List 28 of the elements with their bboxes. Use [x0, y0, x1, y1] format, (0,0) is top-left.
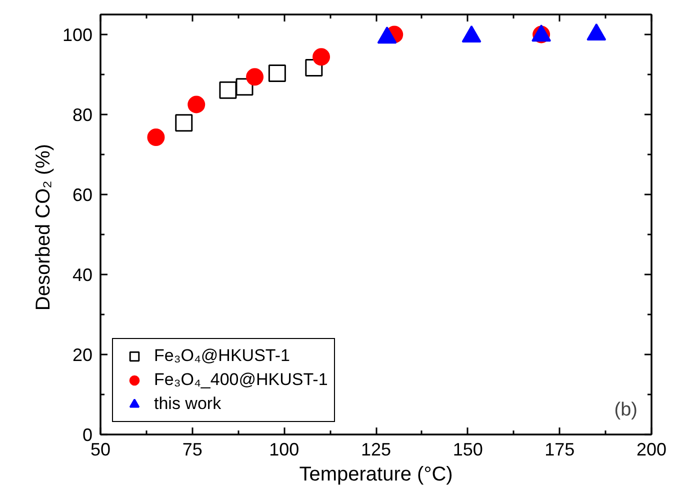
point: [175, 114, 193, 132]
annotation: (b): [614, 400, 638, 420]
y-tick-label: 60: [72, 185, 93, 205]
x-tick-label: 200: [636, 440, 667, 460]
y-tick-label: 0: [82, 425, 93, 445]
x-tick-label: 150: [452, 440, 483, 460]
point: [236, 78, 254, 96]
x-tick-label: 175: [544, 440, 575, 460]
point: [312, 48, 330, 66]
point: [305, 58, 323, 76]
y-tick-label: 80: [72, 105, 93, 125]
point: [147, 128, 165, 146]
legend-label: Fe₃O₄@HKUST-1: [154, 346, 290, 366]
point: [219, 81, 237, 99]
point: [188, 96, 206, 114]
point: [246, 68, 264, 86]
legend-label: Fe₃O₄_400@HKUST-1: [154, 370, 328, 390]
legend-label: this work: [154, 394, 222, 414]
point: [268, 64, 286, 82]
x-tick-label: 100: [269, 440, 300, 460]
x-tick-label: 75: [182, 440, 202, 460]
y-tick-label: 40: [72, 265, 93, 285]
y-tick-label: 20: [72, 345, 93, 365]
x-tick-label: 50: [90, 440, 111, 460]
x-tick-label: 125: [360, 440, 392, 460]
x-axis-title: Temperature (°C): [299, 464, 453, 486]
y-axis-title: Desorbed CO₂ (%): [32, 144, 54, 311]
y-tick-label: 100: [62, 25, 93, 45]
